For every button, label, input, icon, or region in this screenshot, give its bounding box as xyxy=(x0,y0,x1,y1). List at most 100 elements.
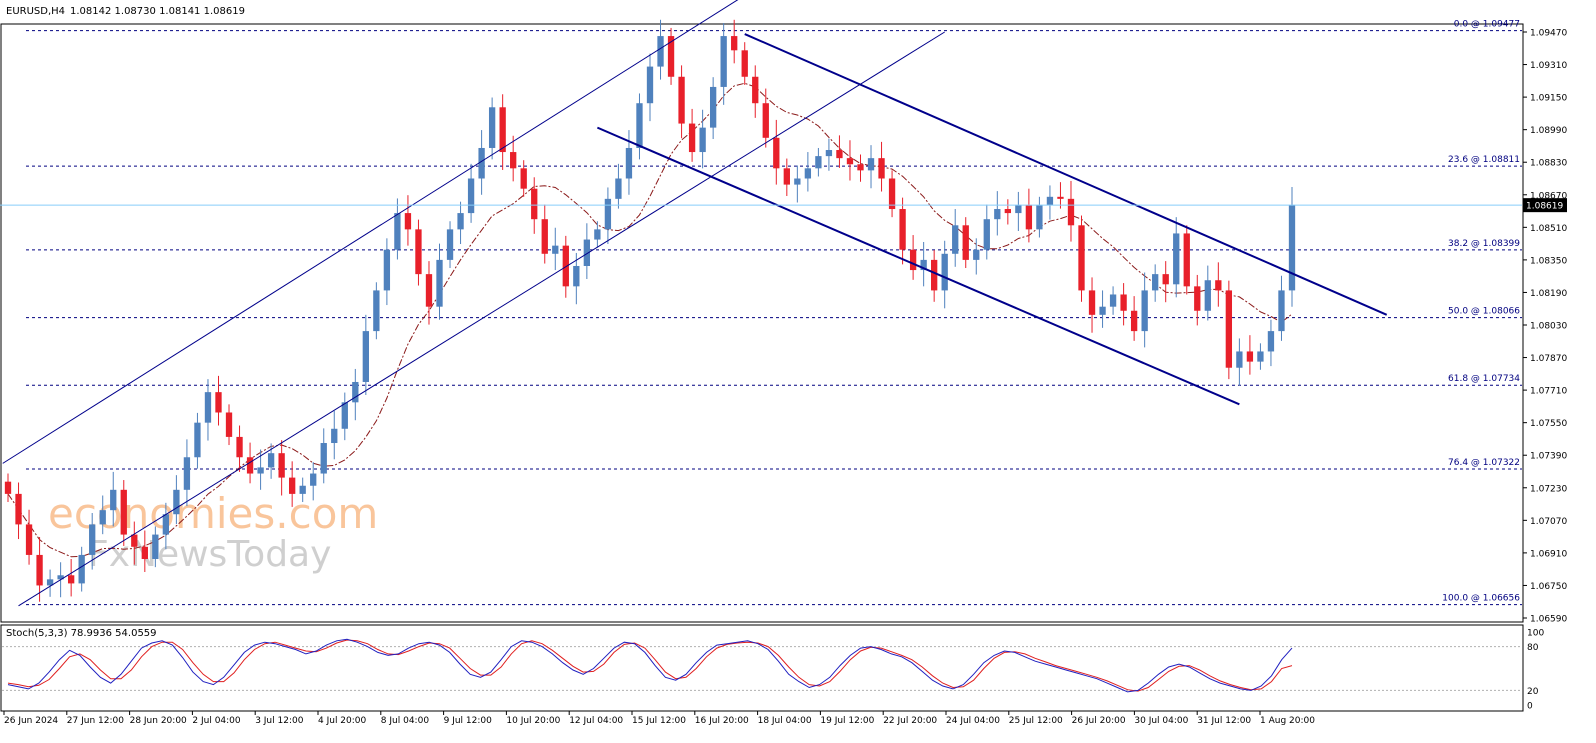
candle-body xyxy=(1025,204,1033,230)
y-axis: 1.09470 1.09310 1.09150 1.08990 1.08830 1.086… xyxy=(1523,29,1567,625)
y-tick-label: 1.06910 xyxy=(1530,549,1567,559)
x-tick-label: 2 Jul 04:00 xyxy=(192,716,241,726)
candle-body xyxy=(110,489,117,511)
stoch-main-line xyxy=(7,638,1293,693)
candle-body xyxy=(1194,286,1201,311)
x-tick-label: 1 Aug 20:00 xyxy=(1260,716,1315,726)
candle-body xyxy=(773,137,780,169)
x-tick-label: 4 Jul 20:00 xyxy=(318,716,367,726)
candle-body xyxy=(446,229,454,260)
fib-level-label: 23.6 @ 1.08811 xyxy=(1448,155,1520,165)
candle-body xyxy=(994,209,1001,220)
candle-body xyxy=(99,510,106,525)
candle-body xyxy=(1257,351,1264,362)
y-tick-label: 1.07070 xyxy=(1530,517,1567,527)
y-tick-label: 1.06590 xyxy=(1530,615,1567,625)
watermark-line1: economies.com xyxy=(48,489,378,538)
candle-body xyxy=(425,274,433,307)
candle-body xyxy=(183,457,191,490)
candle-body xyxy=(436,259,443,307)
candle-body xyxy=(731,36,738,51)
candle-body xyxy=(362,331,369,382)
candle-body xyxy=(257,467,264,474)
candle-body xyxy=(1288,204,1296,291)
candle-body xyxy=(1267,331,1275,352)
x-tick-label: 24 Jul 04:00 xyxy=(946,716,1000,726)
y-tick-label: 1.07870 xyxy=(1530,354,1567,364)
y-tick-label: 1.08030 xyxy=(1530,322,1567,332)
candle-body xyxy=(246,457,254,474)
x-tick-label: 28 Jun 20:00 xyxy=(130,716,187,726)
moving-average xyxy=(7,82,1293,558)
candle-body xyxy=(762,103,769,138)
candle-body xyxy=(1046,196,1054,205)
candle-body xyxy=(1162,274,1169,285)
y-tick-label: 1.08990 xyxy=(1530,126,1567,136)
candle-body xyxy=(1141,290,1148,332)
candles xyxy=(4,19,1296,602)
candle-body xyxy=(1215,280,1222,291)
candle-body xyxy=(646,66,654,104)
candle-body xyxy=(636,103,643,148)
candle-body xyxy=(615,178,622,199)
x-tick-label: 9 Jul 12:00 xyxy=(444,716,493,726)
x-tick-label: 3 Jul 12:00 xyxy=(255,716,304,726)
x-tick-label: 25 Jul 12:00 xyxy=(1009,716,1063,726)
stoch-level-label: 20 xyxy=(1527,687,1539,697)
candle-body xyxy=(931,259,938,291)
candle-body xyxy=(1130,310,1138,332)
candle-body xyxy=(1036,204,1043,230)
candle-body xyxy=(531,188,538,220)
candle-body xyxy=(825,150,833,157)
candle-body xyxy=(1246,351,1254,362)
y-tick-label: 1.09310 xyxy=(1530,61,1567,71)
candle-body xyxy=(657,36,664,67)
x-tick-label: 31 Jul 12:00 xyxy=(1197,716,1251,726)
candle-body xyxy=(1057,196,1064,199)
current-price-line: 1.08619 xyxy=(0,198,1567,213)
candle-body xyxy=(78,554,85,584)
stochastic-oscillator: 100 80 20 0 xyxy=(2,629,1544,712)
candle-body xyxy=(394,213,401,250)
candle-body xyxy=(709,86,717,128)
candle-body xyxy=(467,178,475,214)
y-tick-label: 1.07390 xyxy=(1530,452,1567,462)
candle-body xyxy=(583,239,591,266)
candle-body xyxy=(194,422,201,458)
symbol-label: EURUSD,H4 xyxy=(6,6,65,17)
candle-body xyxy=(1015,204,1022,214)
candle-body xyxy=(89,524,96,555)
y-tick-label: 1.08510 xyxy=(1530,224,1567,234)
candle-body xyxy=(752,76,759,104)
candle-body xyxy=(836,150,843,159)
x-tick-label: 10 Jul 20:00 xyxy=(506,716,560,726)
candle-body xyxy=(604,198,612,230)
x-tick-label: 27 Jun 12:00 xyxy=(67,716,124,726)
candle-body xyxy=(331,428,338,444)
trend-channels[interactable] xyxy=(2,0,1388,607)
candle-body xyxy=(857,164,864,171)
candle-body xyxy=(204,392,212,423)
x-tick-label: 22 Jul 20:00 xyxy=(883,716,937,726)
candle-body xyxy=(310,473,317,486)
y-tick-label: 1.06750 xyxy=(1530,582,1567,592)
candle-body xyxy=(341,402,348,429)
candle-body xyxy=(878,158,885,179)
candle-body xyxy=(720,36,727,87)
candle-body xyxy=(1152,274,1159,291)
candle-body xyxy=(1004,209,1011,214)
fibonacci-levels: 0.0 @ 1.09477 23.6 @ 1.08811 38.2 @ 1.0839… xyxy=(26,20,1522,606)
candle-body xyxy=(57,575,64,580)
moving-average-line xyxy=(7,82,1293,558)
candle-body xyxy=(804,168,812,179)
candle-body xyxy=(1099,306,1106,315)
candle-body xyxy=(1173,233,1180,285)
candle-body xyxy=(1088,290,1096,315)
x-tick-label: 15 Jul 12:00 xyxy=(632,716,686,726)
stoch-panel-frame xyxy=(0,624,1524,712)
x-tick-label: 26 Jul 20:00 xyxy=(1072,716,1126,726)
current-price-label: 1.08619 xyxy=(1526,202,1563,212)
